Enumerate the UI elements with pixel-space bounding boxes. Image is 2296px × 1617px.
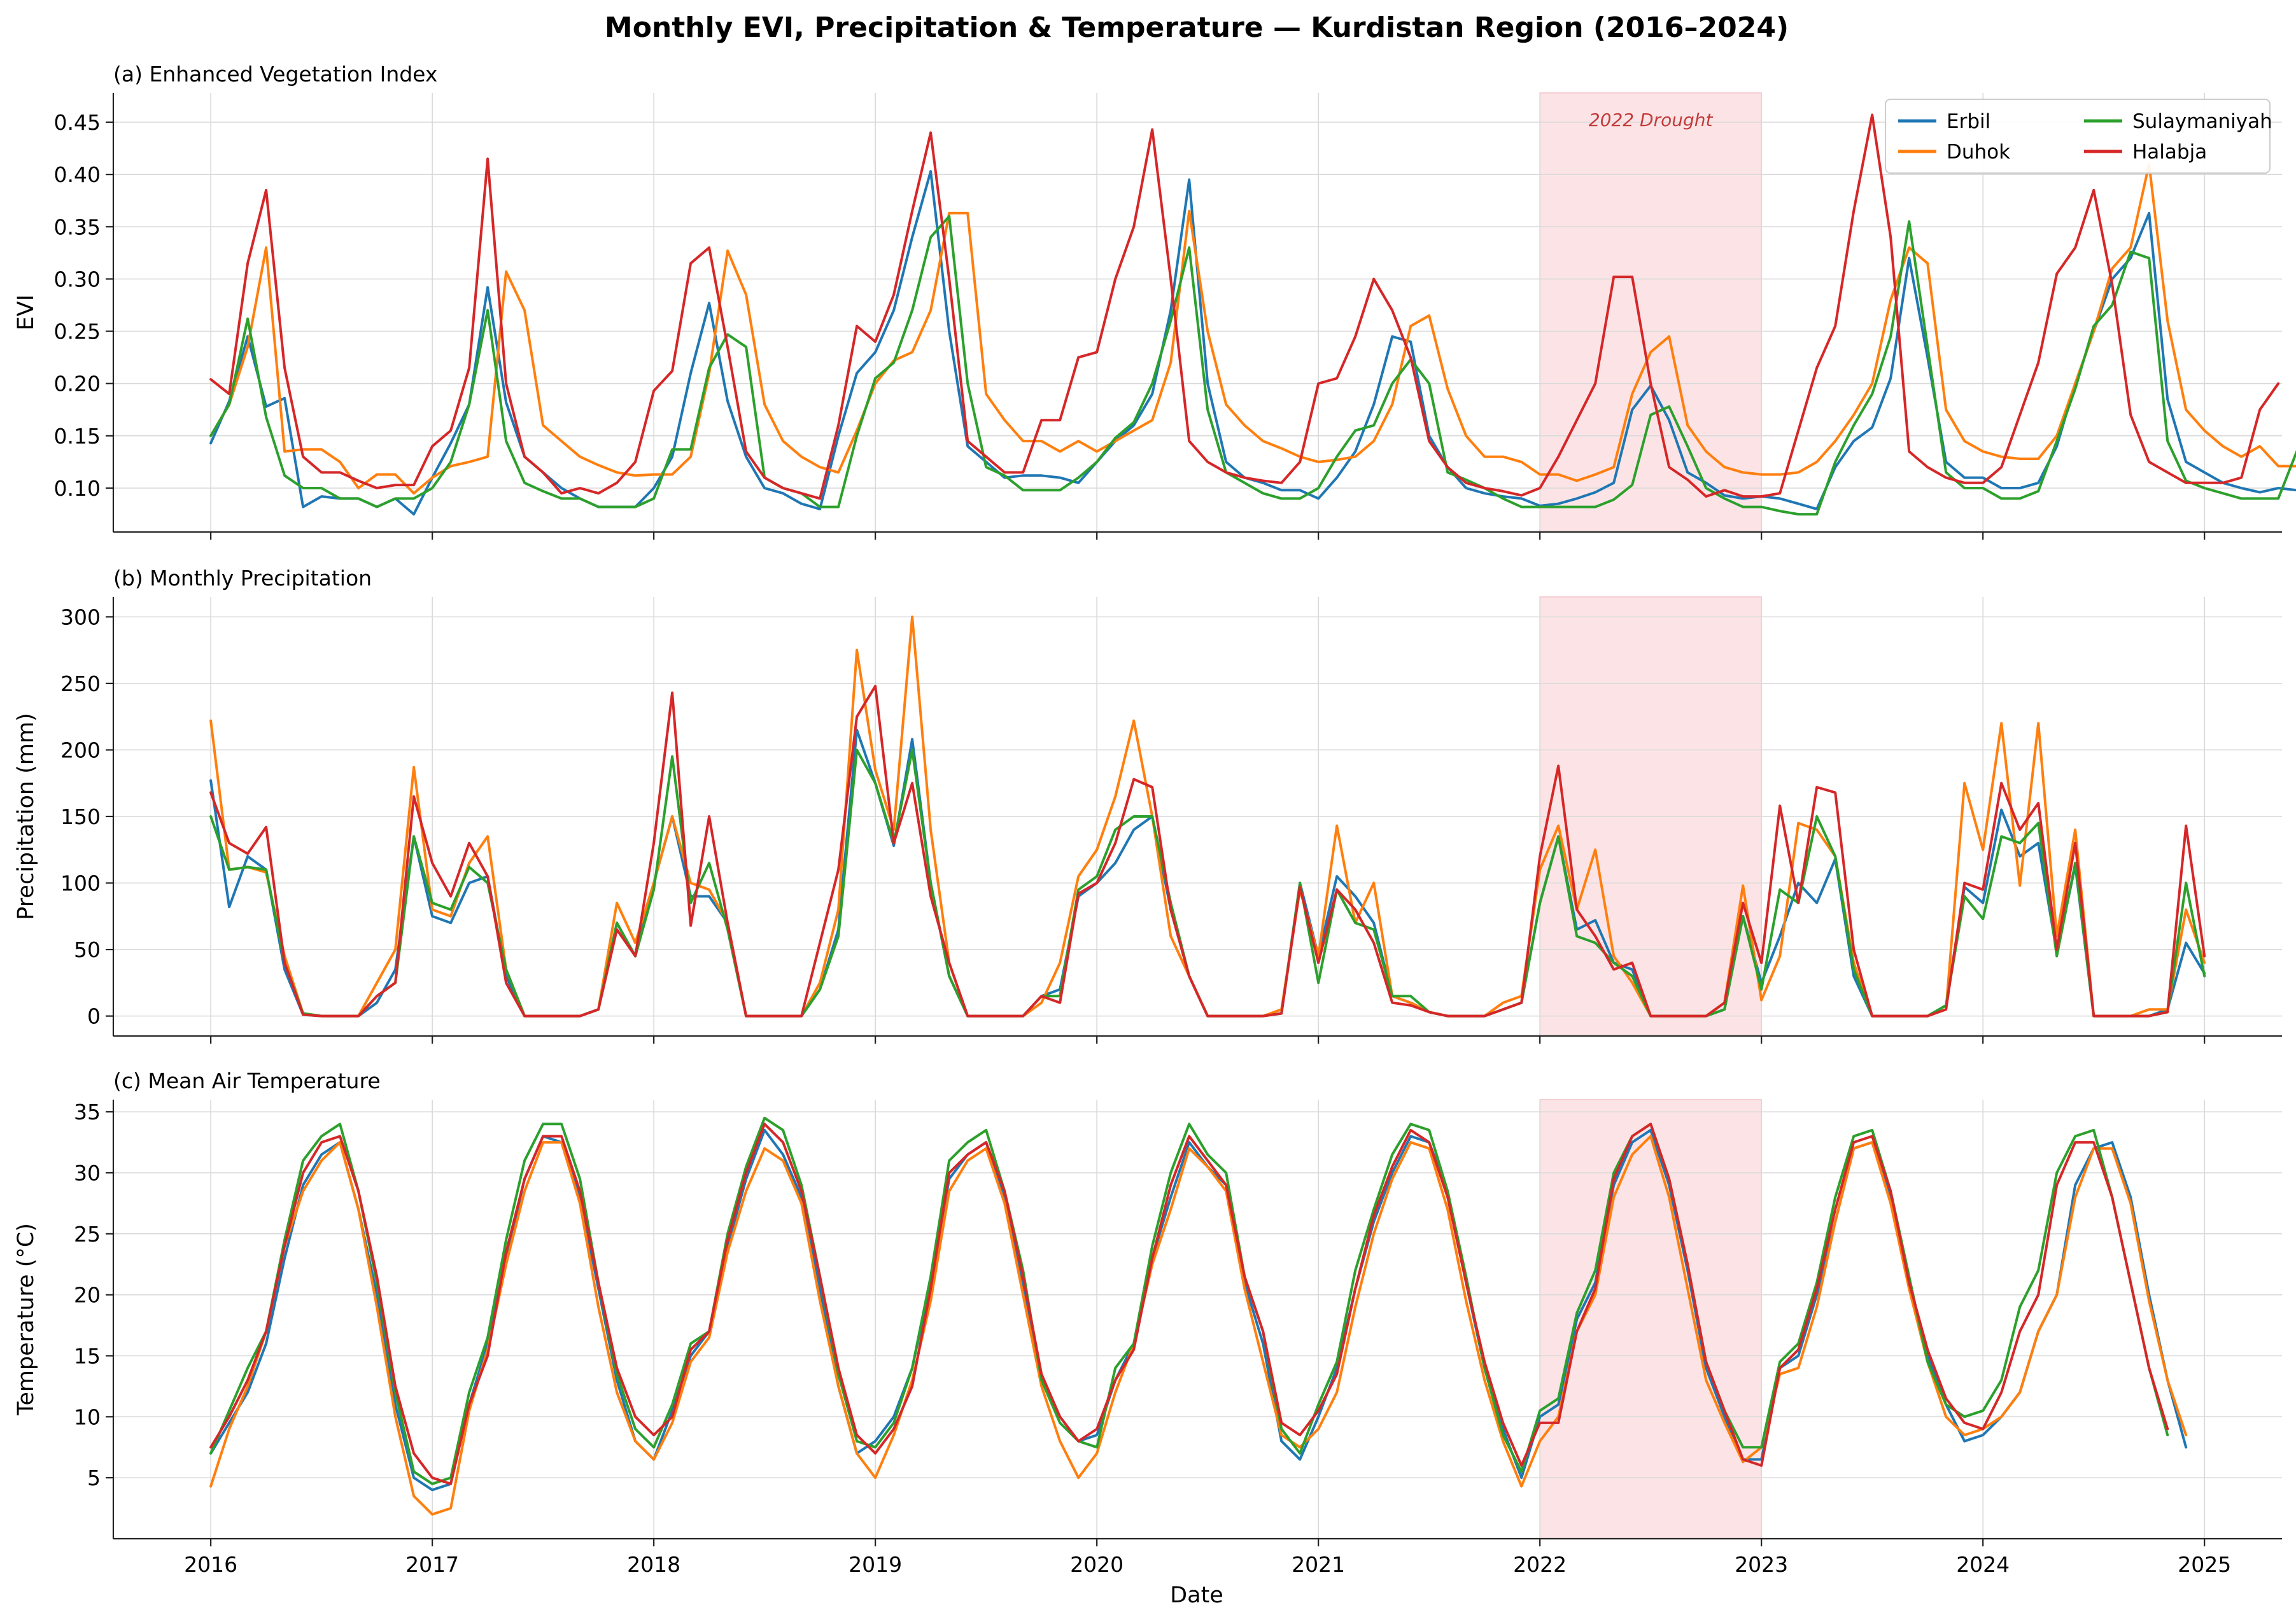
y-tick-label: 20 xyxy=(74,1283,101,1308)
legend-label-duhok: Duhok xyxy=(1947,141,2010,164)
series-line-halabja xyxy=(209,685,2206,1018)
legend-label-halabja: Halabja xyxy=(2132,141,2207,164)
panel-precip: 0 50 100 150 200 250 300 (b) Monthly Precipitat… xyxy=(13,566,2282,1044)
x-tick-label: 2023 xyxy=(1735,1552,1788,1577)
legend: Erbil Duhok Sulaymaniyah Halabja xyxy=(1885,99,2272,174)
y-tick-label: 5 xyxy=(87,1466,101,1490)
y-axis-label-temp: Temperature (°C) xyxy=(13,1223,39,1416)
series-line-halabja xyxy=(209,113,2280,500)
y-tick-label: 0 xyxy=(87,1004,101,1029)
series-line-sulaymaniyah xyxy=(209,214,2296,516)
y-tick-label: 0.40 xyxy=(54,162,101,187)
figure-title: Monthly EVI, Precipitation & Temperature… xyxy=(605,11,1789,44)
y-tick-label: 250 xyxy=(60,671,101,696)
x-axis-label: Date xyxy=(1170,1583,1223,1608)
y-tick-label: 0.35 xyxy=(54,214,101,239)
y-tick-label: 200 xyxy=(60,738,101,762)
chart-panels: 0.10 0.15 0.20 0.25 0.30 0.35 0.40 0.45 (a) Enha… xyxy=(13,62,2296,1577)
drought-annotation: 2022 Drought xyxy=(1589,109,1714,130)
y-tick-label: 15 xyxy=(74,1344,101,1369)
y-tick-label: 10 xyxy=(74,1404,101,1429)
series-line-erbil xyxy=(209,170,2296,516)
y-tick-label: 0.45 xyxy=(54,110,101,135)
legend-label-sulaymaniyah: Sulaymaniyah xyxy=(2132,110,2272,133)
x-tick-label: 2018 xyxy=(627,1552,680,1577)
y-tick-label: 100 xyxy=(60,871,101,896)
x-tick-label: 2022 xyxy=(1513,1552,1567,1577)
panel-title-temp: (c) Mean Air Temperature xyxy=(113,1068,381,1093)
y-tick-label: 0.30 xyxy=(54,267,101,291)
y-axis-label-evi: EVI xyxy=(13,295,39,330)
panel-evi: 0.10 0.15 0.20 0.25 0.30 0.35 0.40 0.45 (a) Enha… xyxy=(13,62,2296,540)
y-tick-label: 0.25 xyxy=(54,319,101,344)
series-line-sulaymaniyah xyxy=(209,1116,2169,1485)
x-tick-label: 2025 xyxy=(2178,1552,2231,1577)
x-tick-label: 2021 xyxy=(1292,1552,1345,1577)
x-tick-label: 2024 xyxy=(1956,1552,2010,1577)
series-line-erbil xyxy=(209,729,2206,1018)
series-line-duhok xyxy=(209,162,2296,495)
y-tick-label: 25 xyxy=(74,1222,101,1247)
y-tick-label: 0.10 xyxy=(54,476,101,501)
x-tick-label: 2019 xyxy=(849,1552,902,1577)
series-line-duhok xyxy=(209,1135,2188,1516)
y-tick-label: 30 xyxy=(74,1161,101,1186)
y-tick-label: 0.20 xyxy=(54,372,101,396)
x-tick-label: 2016 xyxy=(184,1552,237,1577)
drought-shading xyxy=(1539,92,1762,533)
drought-shading xyxy=(1539,1099,1762,1539)
y-tick-label: 35 xyxy=(74,1100,101,1124)
x-tick-label: 2020 xyxy=(1070,1552,1123,1577)
y-tick-label: 0.15 xyxy=(54,424,101,449)
y-axis-label-precip: Precipitation (mm) xyxy=(13,713,39,920)
x-tick-label: 2017 xyxy=(405,1552,459,1577)
y-tick-label: 150 xyxy=(60,804,101,829)
legend-label-erbil: Erbil xyxy=(1947,110,1990,133)
series-line-halabja xyxy=(209,1123,2169,1485)
y-tick-label: 300 xyxy=(60,605,101,629)
y-tick-label: 50 xyxy=(74,937,101,962)
panel-title-evi: (a) Enhanced Vegetation Index xyxy=(113,62,437,87)
legend-box xyxy=(1885,99,2271,174)
panel-title-precip: (b) Monthly Precipitation xyxy=(113,566,372,591)
